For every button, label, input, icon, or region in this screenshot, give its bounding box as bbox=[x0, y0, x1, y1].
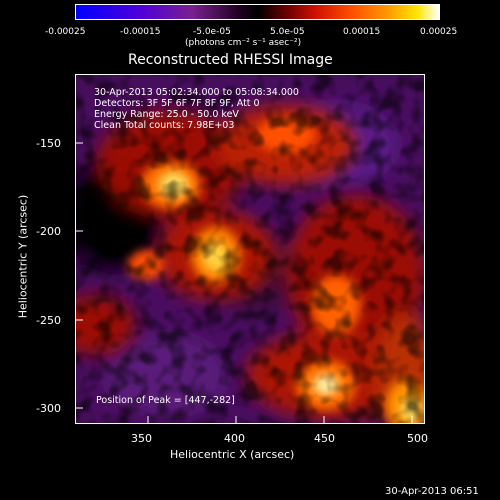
y-axis-label: Heliocentric Y (arcsec) bbox=[16, 194, 30, 319]
colorbar bbox=[75, 4, 440, 20]
overlay-time-range: 30-Apr-2013 05:02:34.000 to 05:08:34.000 bbox=[94, 87, 299, 98]
overlay-clean-counts: Clean Total counts: 7.98E+03 bbox=[94, 120, 235, 131]
x-axis-label: Heliocentric X (arcsec) bbox=[170, 448, 295, 461]
colorbar-tick: -0.00015 bbox=[120, 27, 161, 37]
x-tick-label: 500 bbox=[407, 432, 428, 445]
colorbar-tick: 0.00025 bbox=[420, 27, 458, 37]
y-tick-label: -250 bbox=[36, 314, 61, 327]
y-tick-label: -300 bbox=[36, 402, 61, 415]
plot-title: Reconstructed RHESSI Image bbox=[128, 52, 333, 68]
y-tick-label: -150 bbox=[36, 137, 61, 150]
generation-timestamp: 30-Apr-2013 06:51 bbox=[385, 486, 479, 497]
image-frame: 30-Apr-2013 05:02:34.000 to 05:08:34.000… bbox=[75, 74, 425, 424]
x-tick-label: 400 bbox=[224, 432, 245, 445]
colorbar-tick: 0.00015 bbox=[343, 27, 381, 37]
x-tick-label: 350 bbox=[131, 432, 152, 445]
reconstructed-image bbox=[76, 75, 424, 423]
colorbar-tick-labels: -0.00025 -0.00015 -5.0e-05 5.0e-05 0.000… bbox=[0, 27, 500, 39]
x-tick-label: 450 bbox=[314, 432, 335, 445]
overlay-detectors: Detectors: 3F 5F 6F 7F 8F 9F, Att 0 bbox=[94, 98, 260, 109]
colorbar-tick: -5.0e-05 bbox=[193, 27, 231, 37]
y-tick-label: -200 bbox=[36, 225, 61, 238]
colorbar-tick: -0.00025 bbox=[45, 27, 86, 37]
colorbar-units: (photons cm⁻² s⁻¹ asec⁻²) bbox=[185, 38, 302, 48]
colorbar-tick: 5.0e-05 bbox=[270, 27, 305, 37]
overlay-peak-position: Position of Peak = [447,-282] bbox=[96, 395, 235, 406]
overlay-energy-range: Energy Range: 25.0 - 50.0 keV bbox=[94, 109, 239, 120]
